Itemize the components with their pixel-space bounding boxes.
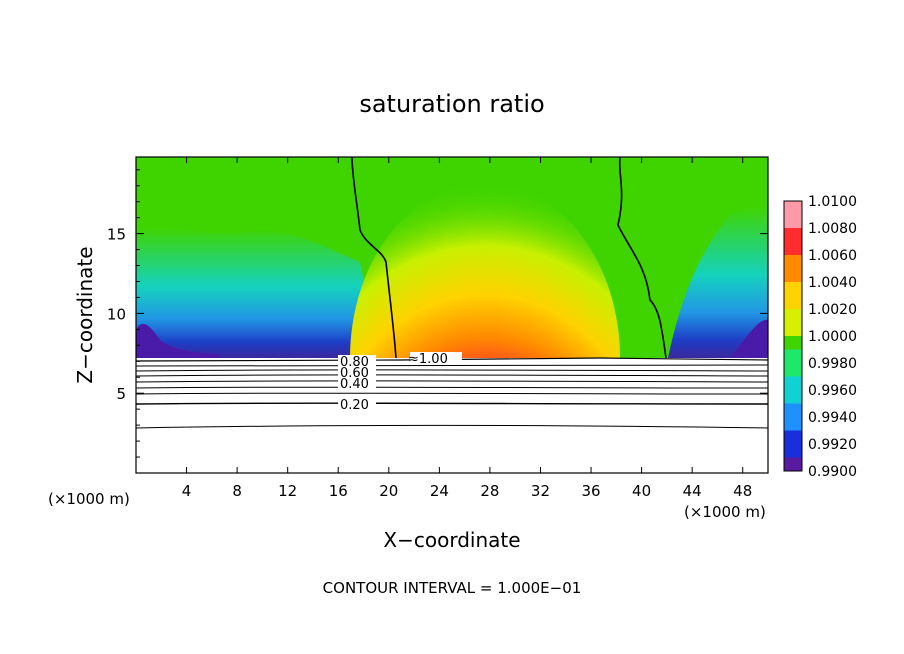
y-tick-label: 5 xyxy=(116,385,126,403)
x-tick-label: 28 xyxy=(480,482,499,500)
colorbar-tick-label: 0.9940 xyxy=(808,410,857,426)
x-tick-label: 32 xyxy=(531,482,550,500)
colorbar-swatch xyxy=(784,241,802,256)
colorbar-tick-label: 1.0060 xyxy=(808,248,857,264)
colorbar-tick-label: 0.9960 xyxy=(808,383,857,399)
colorbar-tick-label: 1.0020 xyxy=(808,302,857,318)
contour-interval-note: CONTOUR INTERVAL = 1.000E−01 xyxy=(323,579,582,597)
x-tick-label: 48 xyxy=(733,482,752,500)
contour-level-8 xyxy=(136,402,768,405)
left-moisture-region xyxy=(136,227,380,358)
colorbar-swatch xyxy=(784,363,802,377)
colorbar-swatch xyxy=(784,376,802,391)
colorbar-tick-label: 0.9980 xyxy=(808,356,857,372)
x-tick-label: 40 xyxy=(632,482,651,500)
x-tick-label: 12 xyxy=(278,482,297,500)
contour-label: ≈1.00 xyxy=(408,352,448,367)
x-tick-label: 24 xyxy=(430,482,449,500)
contour-level-3 xyxy=(136,369,768,372)
y-axis-label: Z−coordinate xyxy=(73,246,97,383)
x-axis-label: X−coordinate xyxy=(383,528,520,552)
x-axis: 4 8 12 16 20 24 28 32 36 40 44 48 xyxy=(182,157,752,500)
colorbar-frame xyxy=(783,200,803,472)
colorbar: 1.0100 1.0080 1.0060 1.0040 1.0020 1.0000 0.99… xyxy=(783,194,857,480)
x-tick-label: 36 xyxy=(581,482,600,500)
x-unit-right: (×1000 m) xyxy=(684,503,766,521)
contour-label: 0.40 xyxy=(340,377,369,392)
colorbar-swatch xyxy=(784,255,802,269)
colorbar-swatch xyxy=(784,228,802,242)
contour-labels: 0.80 0.60 0.40 0.20 ≈1.00 xyxy=(338,352,462,413)
contour-level-9 xyxy=(136,424,768,429)
colorbar-swatch xyxy=(784,295,802,310)
colorbar-swatch xyxy=(784,349,802,364)
right-moisture-region xyxy=(668,206,768,358)
colorbar-swatch xyxy=(784,444,802,458)
colorbar-tick-label: 1.0000 xyxy=(808,329,857,345)
colorbar-swatch xyxy=(784,430,802,445)
y-axis: 5 10 15 xyxy=(107,169,768,458)
contour-level-7 xyxy=(136,392,768,395)
x-unit-left: (×1000 m) xyxy=(48,490,130,508)
colorbar-tick-label: 0.9900 xyxy=(808,464,857,480)
colorbar-swatch xyxy=(784,309,802,323)
x-tick-label: 20 xyxy=(379,482,398,500)
y-tick-label: 10 xyxy=(107,305,126,323)
left-dry-fringe xyxy=(136,323,220,358)
contour-level-1 xyxy=(136,357,768,362)
contour-label: 0.20 xyxy=(340,398,369,413)
contour-level-4 xyxy=(136,374,768,377)
colorbar-tick-label: 1.0080 xyxy=(808,221,857,237)
chart-title: saturation ratio xyxy=(359,90,544,118)
contour-level-6 xyxy=(136,386,768,389)
right-dry-fringe xyxy=(730,319,768,358)
contour-label-value: 1.00 xyxy=(419,352,448,367)
y-tick-label: 15 xyxy=(107,226,126,244)
colorbar-swatch xyxy=(784,417,802,431)
colorbar-swatch xyxy=(784,322,802,337)
plot-frame xyxy=(135,156,769,474)
colorbar-swatch xyxy=(784,390,802,404)
colorbar-tick-label: 1.0040 xyxy=(808,275,857,291)
colorbar-tick-label: 1.0100 xyxy=(808,194,857,210)
plot-area: 0.80 0.60 0.40 0.20 ≈1.00 xyxy=(136,157,768,473)
colorbar-swatch xyxy=(784,268,802,283)
contour-line-left xyxy=(351,157,397,359)
colorbar-swatch xyxy=(784,403,802,418)
colorbar-swatch xyxy=(784,457,802,472)
x-tick-label: 4 xyxy=(182,482,192,500)
colorbar-tick-label: 0.9920 xyxy=(808,437,857,453)
x-tick-label: 44 xyxy=(683,482,702,500)
x-tick-label: 8 xyxy=(232,482,242,500)
colorbar-swatch xyxy=(784,201,802,215)
subsaturated-region xyxy=(136,358,768,473)
contour-level-5 xyxy=(136,380,768,383)
x-tick-label: 16 xyxy=(329,482,348,500)
colorbar-swatch xyxy=(784,214,802,229)
contour-line-right xyxy=(617,157,667,359)
colorbar-swatch xyxy=(784,336,802,350)
colorbar-swatch xyxy=(784,282,802,296)
